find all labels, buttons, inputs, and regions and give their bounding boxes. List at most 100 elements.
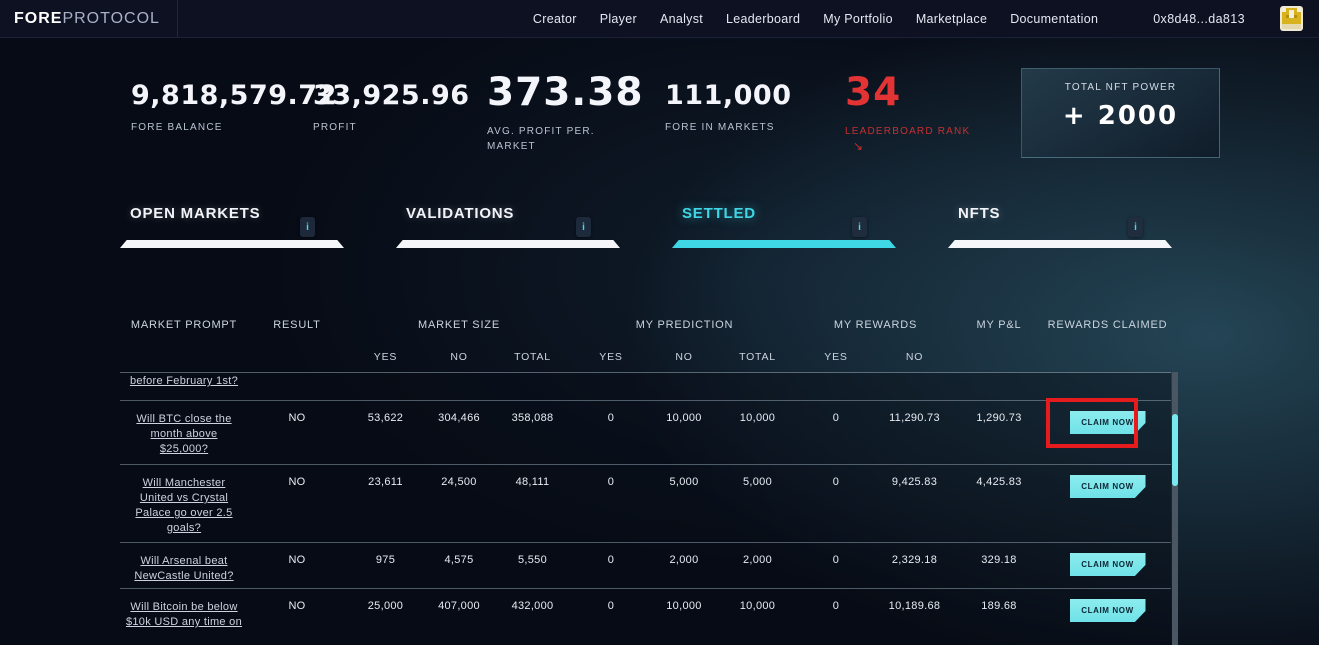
avatar[interactable] bbox=[1280, 6, 1303, 31]
tab-nfts[interactable]: NFTS i bbox=[948, 200, 1172, 250]
table-row: Will Bitcoin be below $10k USD any time … bbox=[120, 589, 1171, 645]
cell-rewards-no: 2,329.18 bbox=[891, 554, 938, 566]
stat-avg-profit: 373.38 AVG. PROFIT PER. MARKET bbox=[487, 70, 644, 154]
stat-label: LEADERBOARD RANK ↘ bbox=[845, 124, 975, 155]
subheader-ms-no: NO bbox=[450, 351, 468, 363]
logo[interactable]: FORE PROTOCOL bbox=[0, 0, 178, 38]
table-row: Will BTC close the month above $25,000? … bbox=[120, 401, 1171, 465]
claim-now-button[interactable]: CLAIM NOW bbox=[1069, 475, 1146, 498]
tab-label: SETTLED bbox=[682, 205, 756, 222]
stat-label: FORE BALANCE bbox=[131, 122, 223, 133]
nav-item-creator[interactable]: Creator bbox=[532, 11, 577, 26]
nav-item-leaderboard[interactable]: Leaderboard bbox=[726, 11, 801, 26]
tab-label: VALIDATIONS bbox=[406, 205, 515, 222]
cell-market-size-no: 407,000 bbox=[438, 600, 480, 612]
cell-result: NO bbox=[288, 412, 306, 424]
logo-light: PROTOCOL bbox=[62, 9, 160, 27]
info-icon[interactable]: i bbox=[1128, 217, 1143, 237]
nav-item-my-portfolio[interactable]: My Portfolio bbox=[823, 11, 893, 26]
subheader-mr-yes: YES bbox=[824, 351, 848, 363]
cell-market-size-total: 358,088 bbox=[511, 412, 554, 424]
tab-underline bbox=[396, 240, 620, 248]
stat-leaderboard-rank: 34 LEADERBOARD RANK ↘ bbox=[845, 70, 975, 155]
market-prompt-link[interactable]: before February 1st? bbox=[129, 375, 239, 387]
cell-rewards-no: 9,425.83 bbox=[891, 476, 938, 488]
cell-rewards-yes: 0 bbox=[832, 412, 840, 424]
cell-prediction-no: 5,000 bbox=[669, 476, 699, 488]
nav-links: Creator Player Analyst Leaderboard My Po… bbox=[533, 6, 1319, 31]
tab-underline bbox=[948, 240, 1172, 248]
nav-item-documentation[interactable]: Documentation bbox=[1010, 11, 1099, 26]
tab-open-markets[interactable]: OPEN MARKETS i bbox=[120, 200, 344, 250]
subheader-mp-yes: YES bbox=[599, 351, 623, 363]
cell-prediction-yes: 0 bbox=[607, 600, 615, 612]
cell-market-size-yes: 975 bbox=[375, 554, 396, 566]
info-icon[interactable]: i bbox=[852, 217, 867, 237]
cell-result: NO bbox=[288, 600, 306, 612]
claim-now-button[interactable]: CLAIM NOW bbox=[1069, 411, 1146, 434]
cell-market-size-no: 24,500 bbox=[441, 476, 477, 488]
cell-market-size-no: 304,466 bbox=[438, 412, 480, 424]
stat-label-text: LEADERBOARD RANK bbox=[845, 126, 971, 137]
cell-rewards-no: 11,290.73 bbox=[889, 412, 940, 424]
cell-pnl: 329.18 bbox=[981, 554, 1017, 566]
claim-now-button[interactable]: CLAIM NOW bbox=[1069, 599, 1146, 622]
nav-item-analyst[interactable]: Analyst bbox=[659, 11, 704, 26]
cell-market-size-total: 432,000 bbox=[511, 600, 554, 612]
cell-prediction-total: 10,000 bbox=[739, 600, 776, 612]
tab-settled[interactable]: SETTLED i bbox=[672, 200, 896, 250]
nft-power-card: TOTAL NFT POWER + 2000 bbox=[1021, 68, 1220, 158]
stat-label: PROFIT bbox=[313, 122, 357, 133]
cell-pnl: 4,425.83 bbox=[976, 476, 1022, 488]
nft-power-value: + 2000 bbox=[1062, 101, 1179, 131]
stat-value: 373.38 bbox=[487, 70, 644, 115]
scrollbar-thumb[interactable] bbox=[1172, 414, 1178, 486]
cell-prediction-total: 10,000 bbox=[739, 412, 776, 424]
tab-validations[interactable]: VALIDATIONS i bbox=[396, 200, 620, 250]
stat-label: FORE IN MARKETS bbox=[665, 122, 775, 133]
table-row: Will Manchester United vs Crystal Palace… bbox=[120, 465, 1171, 543]
market-prompt-link[interactable]: Will Arsenal beat NewCastle United? bbox=[134, 555, 234, 582]
col-header-rewards-claimed: REWARDS CLAIMED bbox=[1047, 319, 1168, 331]
tab-label: OPEN MARKETS bbox=[130, 205, 261, 222]
table-scroll-area[interactable]: before February 1st? Will BTC close the … bbox=[120, 372, 1171, 645]
wallet-address[interactable]: 0x8d48...da813 bbox=[1153, 11, 1245, 26]
tab-label: NFTS bbox=[958, 205, 1001, 222]
nav-item-marketplace[interactable]: Marketplace bbox=[915, 11, 988, 26]
subheader-mr-no: NO bbox=[905, 351, 924, 363]
col-header-my-rewards: MY REWARDS bbox=[833, 319, 918, 331]
cell-prediction-yes: 0 bbox=[607, 476, 615, 488]
stat-value: 9,818,579.72 bbox=[131, 80, 337, 111]
cell-prediction-yes: 0 bbox=[607, 412, 615, 424]
stat-label: AVG. PROFIT PER. MARKET bbox=[487, 126, 595, 152]
subheader-ms-total: TOTAL bbox=[514, 351, 551, 363]
nav-item-player[interactable]: Player bbox=[599, 11, 637, 26]
cell-market-size-total: 48,111 bbox=[515, 476, 550, 488]
cell-market-size-yes: 53,622 bbox=[367, 412, 404, 424]
cell-prediction-no: 2,000 bbox=[669, 554, 699, 566]
cell-market-size-yes: 23,611 bbox=[368, 476, 403, 488]
market-prompt-link[interactable]: Will Bitcoin be below $10k USD any time … bbox=[125, 601, 243, 628]
stat-value: 33,925.96 bbox=[313, 80, 470, 111]
market-prompt-link[interactable]: Will BTC close the month above $25,000? bbox=[136, 413, 232, 455]
info-icon[interactable]: i bbox=[576, 217, 591, 237]
cell-prediction-yes: 0 bbox=[607, 554, 615, 566]
market-prompt-link[interactable]: Will Manchester United vs Crystal Palace… bbox=[135, 477, 233, 534]
cell-result: NO bbox=[288, 554, 306, 566]
cell-prediction-no: 10,000 bbox=[666, 412, 702, 424]
subheader-ms-yes: YES bbox=[373, 351, 398, 363]
cell-prediction-total: 5,000 bbox=[742, 476, 773, 488]
rank-down-arrow-icon: ↘ bbox=[853, 139, 865, 153]
info-icon[interactable]: i bbox=[300, 217, 315, 237]
tab-underline bbox=[672, 240, 896, 248]
cell-result bbox=[248, 373, 346, 400]
claim-now-button[interactable]: CLAIM NOW bbox=[1069, 553, 1146, 576]
scrollbar-track[interactable] bbox=[1172, 372, 1178, 645]
cell-market-size-no: 4,575 bbox=[444, 554, 474, 566]
cell-rewards-yes: 0 bbox=[832, 554, 840, 566]
col-header-market-prompt: MARKET PROMPT bbox=[130, 319, 238, 331]
subheader-mp-no: NO bbox=[675, 351, 693, 363]
cell-pnl: 1,290.73 bbox=[976, 412, 1022, 424]
top-nav: FORE PROTOCOL Creator Player Analyst Lead… bbox=[0, 0, 1319, 38]
cell-rewards-yes: 0 bbox=[832, 476, 840, 488]
